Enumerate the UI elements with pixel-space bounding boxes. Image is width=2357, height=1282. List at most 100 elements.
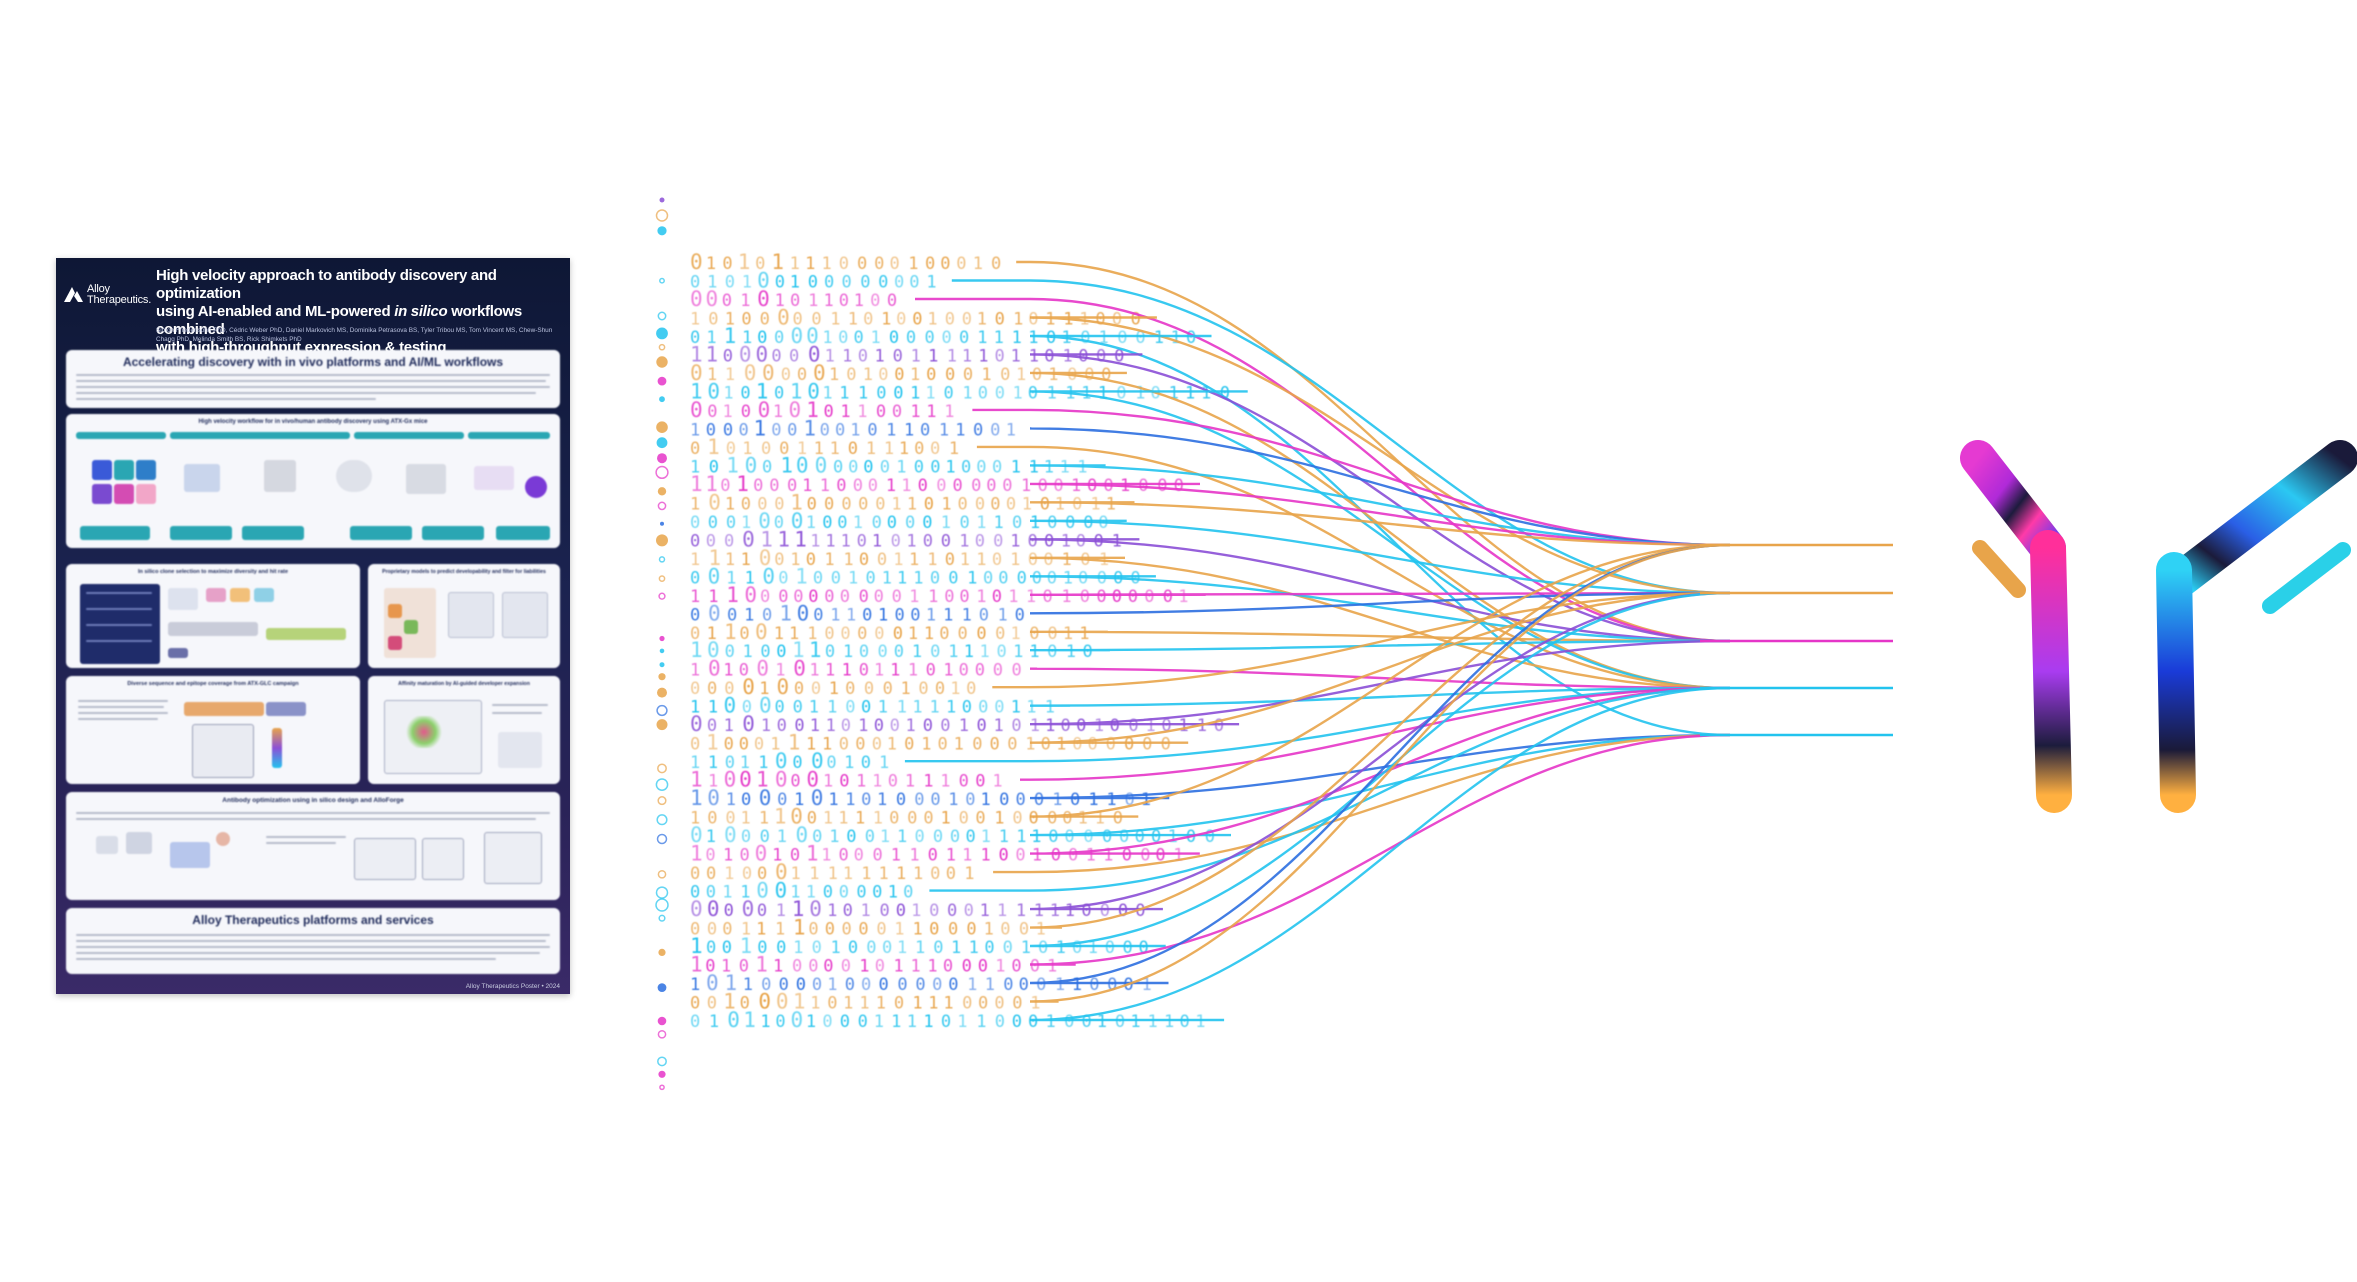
binary-digit: 0 <box>907 809 917 829</box>
poster-section-platforms: Alloy Therapeutics platforms and service… <box>66 908 560 974</box>
binary-digit: 0 <box>1084 365 1094 385</box>
binary-digit: 0 <box>995 310 1005 330</box>
binary-digit: 0 <box>839 883 849 903</box>
binary-digit: 0 <box>739 624 749 644</box>
binary-digit: 0 <box>925 254 935 274</box>
binary-digit: 0 <box>1114 346 1124 366</box>
poster-title-line2: using AI-enabled and ML-powered in silic… <box>156 303 564 339</box>
binary-digit: 1 <box>980 901 990 921</box>
dot-column <box>655 197 669 1091</box>
binary-digit: 0 <box>854 846 864 866</box>
binary-digit: 1 <box>1055 494 1065 514</box>
binary-digit: 0 <box>779 975 789 995</box>
binary-digit: 1 <box>910 365 920 385</box>
binary-digit: 1 <box>708 587 718 607</box>
binary-digit: 1 <box>927 550 937 570</box>
binary-digit: 1 <box>1010 550 1020 570</box>
binary-digit: 0 <box>761 439 771 459</box>
flow-dot <box>657 687 667 698</box>
binary-digit: 1 <box>969 938 979 958</box>
binary-digit: 1 <box>911 901 921 921</box>
binary-digit: 1 <box>803 416 816 440</box>
binary-digit: 0 <box>762 361 775 385</box>
binary-digit: 0 <box>1034 790 1044 810</box>
binary-digit: 1 <box>1099 328 1109 348</box>
poster-thumbnail[interactable]: Alloy Therapeutics. High velocity approa… <box>56 258 570 994</box>
binary-digit: 0 <box>724 735 734 755</box>
binary-digit: 1 <box>842 661 852 681</box>
binary-digit: 1 <box>708 546 721 570</box>
binary-digit: 0 <box>930 642 940 662</box>
binary-digit: 0 <box>723 420 733 440</box>
binary-digit: 0 <box>807 494 817 514</box>
binary-digit: 0 <box>707 786 720 810</box>
binary-digit: 0 <box>1012 994 1022 1014</box>
flow-line <box>1029 639 1731 726</box>
binary-digit: 0 <box>756 342 769 366</box>
binary-digit: 0 <box>848 439 858 459</box>
binary-digit: 0 <box>707 920 717 940</box>
binary-digit: 1 <box>848 310 858 330</box>
binary-digit: 1 <box>906 531 916 551</box>
binary-digit: 0 <box>959 328 969 348</box>
binary-digit: 0 <box>1000 365 1010 385</box>
binary-digit: 1 <box>994 513 1004 533</box>
binary-digit: 0 <box>774 513 784 533</box>
binary-digit: 1 <box>797 439 807 459</box>
binary-digit: 0 <box>918 476 928 496</box>
binary-digit: 0 <box>1065 513 1075 533</box>
flow-line <box>1029 591 1731 911</box>
poster-section-optimization: Antibody optimization using in silico de… <box>66 792 560 900</box>
binary-digit: 1 <box>810 531 820 551</box>
binary-digit: 1 <box>725 550 735 570</box>
binary-digit: 0 <box>824 624 834 644</box>
binary-digit: 1 <box>741 809 751 829</box>
binary-digit: 0 <box>705 846 715 866</box>
binary-digit: 1 <box>858 383 868 403</box>
binary-digit: 1 <box>947 346 957 366</box>
binary-digit: 1 <box>772 846 782 866</box>
binary-digit: 0 <box>923 531 933 551</box>
binary-digit: 0 <box>793 587 803 607</box>
binary-digit: 1 <box>821 846 831 866</box>
binary-digit: 0 <box>824 402 834 422</box>
binary-digit: 0 <box>977 716 987 736</box>
binary-digit: 1 <box>740 291 750 311</box>
binary-digit: 0 <box>874 254 884 274</box>
binary-digit: 1 <box>1060 457 1070 477</box>
binary-digit: 1 <box>875 346 885 366</box>
binary-digit: 0 <box>893 624 903 644</box>
binary-digit: 0 <box>876 402 886 422</box>
binary-digit: 1 <box>790 379 803 403</box>
binary-digit: 1 <box>976 587 986 607</box>
binary-digit: 0 <box>903 883 913 903</box>
flow-dot <box>655 209 669 222</box>
binary-digit: 1 <box>926 402 936 422</box>
binary-digit: 0 <box>870 291 880 311</box>
binary-digit: 0 <box>853 476 863 496</box>
binary-digit: 0 <box>1048 827 1058 847</box>
binary-digit: 0 <box>794 679 804 699</box>
binary-digit: 1 <box>1052 790 1062 810</box>
flow-line <box>1029 316 1731 595</box>
flow-dot <box>659 277 665 284</box>
binary-digit: 0 <box>1043 587 1053 607</box>
binary-digit: 1 <box>690 310 700 330</box>
binary-digit: 1 <box>1168 827 1178 847</box>
poster-authors: Simon Friedensohn PhD, Cédric Weber PhD,… <box>156 327 553 343</box>
antibody-heavy-arm-right <box>2162 440 2357 598</box>
binary-digit: 1 <box>690 698 700 718</box>
binary-digit: 0 <box>978 383 988 403</box>
binary-digit: 0 <box>894 273 904 293</box>
antibody-y-icon <box>1960 440 2357 813</box>
binary-digit: 0 <box>775 749 788 773</box>
binary-digit: 1 <box>1036 920 1046 940</box>
binary-digit: 0 <box>1125 790 1135 810</box>
binary-digit: 0 <box>945 310 955 330</box>
